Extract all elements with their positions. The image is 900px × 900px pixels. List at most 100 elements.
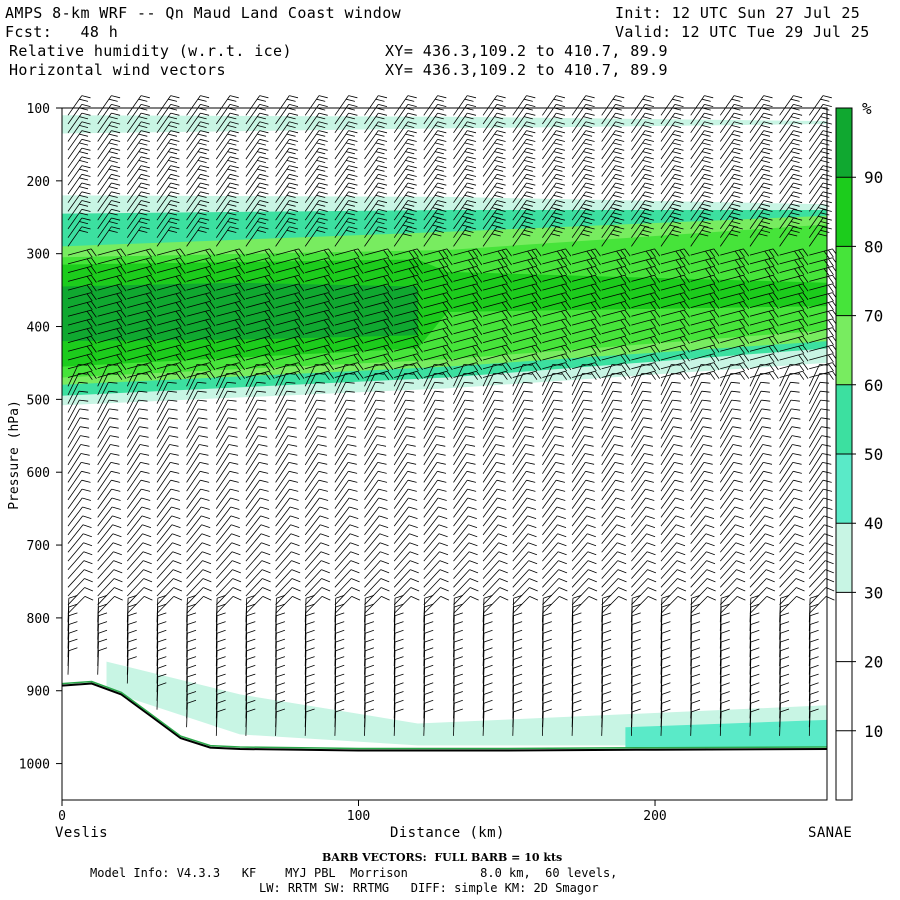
- barb-flag: [437, 104, 447, 107]
- barb-flag: [286, 133, 296, 137]
- barb-flag: [405, 177, 415, 181]
- barb-flag: [483, 629, 493, 634]
- barb-flag: [620, 302, 627, 311]
- barb-flag: [674, 112, 684, 116]
- barb-flag: [701, 168, 711, 172]
- barb-staff: [453, 578, 471, 597]
- barb-flag: [264, 372, 271, 380]
- barb-staff: [749, 551, 767, 571]
- barb-flag: [496, 182, 506, 186]
- barb-staff: [97, 373, 109, 396]
- barb-flag: [229, 453, 239, 456]
- barb-staff: [186, 515, 202, 536]
- barb-flag: [187, 647, 197, 652]
- barb-staff: [245, 156, 261, 177]
- barb-flag: [731, 177, 741, 181]
- barb-flag: [438, 250, 445, 259]
- barb-flag: [729, 207, 738, 211]
- barb-staff: [601, 497, 617, 518]
- barb-flag: [264, 284, 271, 293]
- barb-staff: [156, 479, 172, 501]
- barb-flag: [357, 309, 364, 318]
- barb-flag: [316, 408, 326, 411]
- barb-staff: [720, 370, 744, 378]
- barb-staff: [275, 147, 290, 168]
- barb-staff: [364, 479, 379, 501]
- barb-flag: [467, 479, 476, 483]
- barb-flag: [790, 373, 800, 375]
- barb-flag: [768, 363, 775, 372]
- barb-staff: [601, 551, 618, 571]
- barb-flag: [227, 203, 237, 207]
- barb-flag: [823, 506, 833, 510]
- barb-flag: [318, 156, 328, 160]
- barb-staff: [719, 524, 736, 544]
- barb-staff: [215, 435, 230, 457]
- barb-staff: [215, 497, 231, 518]
- barb-flag: [793, 95, 803, 99]
- barb-flag: [505, 248, 512, 257]
- barb-flag: [349, 524, 359, 528]
- barb-staff: [304, 399, 317, 422]
- barb-flag: [734, 488, 744, 492]
- barb-flag: [116, 284, 123, 293]
- barb-flag: [120, 301, 127, 309]
- barb-staff: [571, 382, 584, 404]
- barb-flag: [654, 336, 661, 344]
- barb-flag: [553, 168, 563, 172]
- barb-staff: [423, 479, 438, 501]
- barb-flag: [709, 319, 716, 328]
- barb-staff: [97, 542, 114, 562]
- barb-staff: [542, 542, 559, 562]
- barb-flag: [827, 284, 834, 293]
- barb-flag: [493, 381, 503, 384]
- barb-flag: [202, 551, 211, 556]
- barb-flag: [674, 488, 684, 492]
- barb-flag: [524, 177, 533, 181]
- barb-flag: [110, 462, 120, 465]
- barb-staff: [512, 139, 527, 160]
- barb-staff: [631, 174, 646, 195]
- barb-flag: [642, 186, 652, 190]
- barb-flag: [612, 186, 622, 190]
- barb-flag: [353, 345, 360, 354]
- barb-flag: [661, 638, 671, 643]
- barb-flag: [412, 363, 419, 372]
- barb-flag: [645, 268, 652, 277]
- barb-staff: [97, 506, 113, 527]
- barb-flag: [802, 309, 809, 318]
- barb-flag: [375, 168, 385, 172]
- barb-flag: [412, 310, 419, 319]
- barb-flag: [646, 551, 656, 556]
- barb-staff: [571, 165, 587, 186]
- barb-flag: [750, 621, 760, 625]
- barb-flag: [721, 691, 730, 695]
- colorbar-segment: [836, 454, 852, 524]
- barb-staff: [245, 471, 260, 492]
- barb-staff: [156, 506, 172, 527]
- barb-staff: [334, 453, 349, 474]
- barb-flag: [316, 142, 326, 146]
- barb-staff: [601, 524, 618, 544]
- barb-staff: [631, 426, 644, 448]
- barb-flag: [345, 381, 355, 384]
- barb-staff: [393, 426, 407, 448]
- barb-flag: [173, 596, 183, 601]
- barb-flag: [612, 390, 622, 393]
- barb-flag: [120, 344, 127, 353]
- barb-flag: [827, 354, 834, 363]
- barb-staff: [67, 147, 83, 168]
- barb-flag: [79, 212, 89, 216]
- barb-flag: [111, 182, 121, 186]
- barb-flag: [316, 221, 326, 225]
- barb-flag: [669, 215, 679, 219]
- barb-flag: [612, 194, 622, 198]
- barb-flag: [345, 116, 356, 120]
- barb-staff: [186, 130, 201, 151]
- barb-flag: [227, 116, 237, 120]
- barb-staff: [245, 488, 261, 509]
- barb-flag: [454, 691, 463, 695]
- barb-flag: [187, 656, 197, 660]
- barb-flag: [348, 470, 358, 474]
